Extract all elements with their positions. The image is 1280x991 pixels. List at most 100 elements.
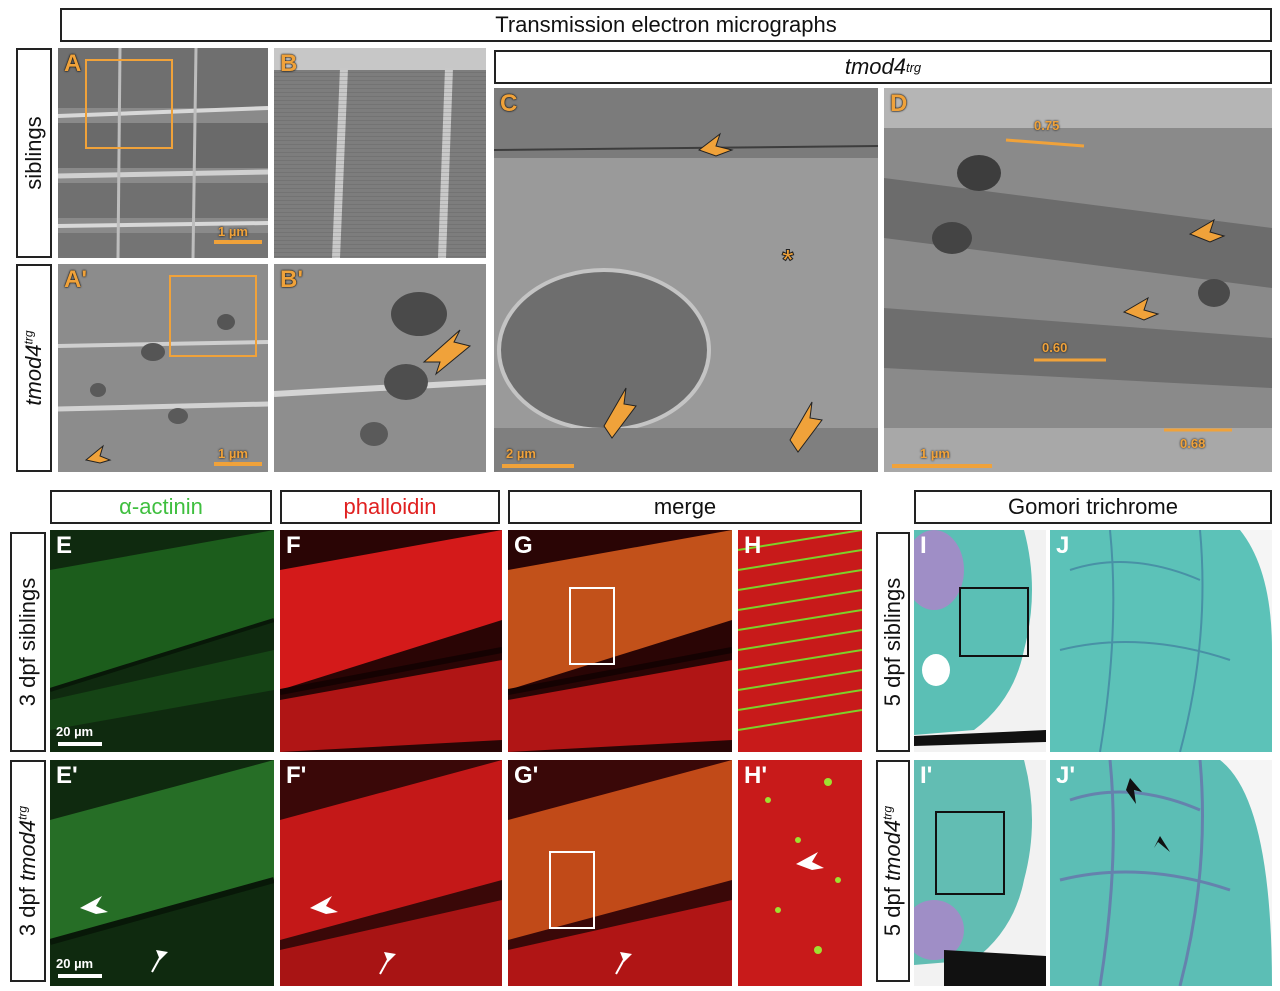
tem-image-B <box>274 48 486 258</box>
scale-bar-C <box>502 464 574 468</box>
panel-label-I: I <box>920 532 927 559</box>
tem-image-B2 <box>274 264 486 472</box>
row-label-3dpf-prefix: 3 dpf <box>15 887 40 937</box>
panel-label-D: D <box>890 90 908 117</box>
row-label-tmod4-sup: trg <box>21 330 36 345</box>
panel-J2: J' <box>1050 760 1272 986</box>
panel-H: H <box>738 530 862 752</box>
panel-label-F: F <box>286 532 301 559</box>
panel-label-H2: H' <box>744 762 768 789</box>
panel-I: I <box>914 530 1046 752</box>
panel-label-G: G <box>514 532 533 559</box>
row-label-5dpf-siblings-text: 5 dpf siblings <box>880 577 905 707</box>
gomori-header-text: Gomori trichrome <box>1008 494 1178 519</box>
fluor-image-H <box>738 530 862 752</box>
row-label-tmod4: tmod4trg <box>16 264 52 472</box>
panel-F2: F' <box>280 760 502 986</box>
panel-B: B <box>274 48 486 258</box>
panel-A: A 1 µm <box>58 48 268 258</box>
panel-label-A: A <box>64 50 82 77</box>
panel-B2: B' <box>274 264 486 472</box>
tem-header-text: Transmission electron micrographs <box>495 12 837 37</box>
fluor-image-F2 <box>280 760 502 986</box>
tmod4-tem-header-text: tmod4 <box>844 54 906 79</box>
row-label-5dpf-siblings: 5 dpf siblings <box>876 532 910 752</box>
actinin-header: α-actinin <box>50 490 272 524</box>
phalloidin-header-text: phalloidin <box>343 494 437 519</box>
histology-image-J2 <box>1050 760 1272 986</box>
panel-label-E2: E' <box>56 762 78 789</box>
row-label-5dpf-tmod4: 5 dpf tmod4trg <box>876 760 910 982</box>
scale-text-E2: 20 µm <box>56 956 94 971</box>
panel-I2: I' <box>914 760 1046 986</box>
panel-label-A2: A' <box>64 266 88 293</box>
row-label-3dpf-siblings: 3 dpf siblings <box>10 532 46 752</box>
scale-bar-A <box>214 240 262 244</box>
panel-C: * C 2 µm <box>494 88 878 472</box>
scale-text-A2: 1 µm <box>218 446 248 461</box>
row-label-5dpf-sup: trg <box>880 805 895 820</box>
panel-label-B2: B' <box>280 266 304 293</box>
panel-label-J2: J' <box>1056 762 1076 789</box>
merge-header: merge <box>508 490 862 524</box>
panel-label-J: J <box>1056 532 1070 559</box>
panel-label-F2: F' <box>286 762 307 789</box>
panel-G2: G' <box>508 760 732 986</box>
scale-text-E: 20 µm <box>56 724 94 739</box>
panel-H2: H' <box>738 760 862 986</box>
row-label-5dpf-prefix: 5 dpf <box>880 887 905 937</box>
panel-F: F <box>280 530 502 752</box>
panel-label-H: H <box>744 532 762 559</box>
measurement-068: 0.68 <box>1180 436 1206 451</box>
fluor-image-F <box>280 530 502 752</box>
measurement-060: 0.60 <box>1042 340 1068 355</box>
measurement-075: 0.75 <box>1034 118 1060 133</box>
row-label-siblings: siblings <box>16 48 52 258</box>
panel-E: E 20 µm <box>50 530 274 752</box>
panel-label-G2: G' <box>514 762 539 789</box>
panel-label-I2: I' <box>920 762 933 789</box>
tem-image-D <box>884 88 1272 472</box>
svg-text:*: * <box>782 244 794 277</box>
fluor-image-G2 <box>508 760 732 986</box>
scale-bar-A2 <box>214 462 262 466</box>
panel-A2: A' 1 µm <box>58 264 268 472</box>
histology-image-I2 <box>914 760 1046 986</box>
panel-label-C: C <box>500 90 518 117</box>
panel-label-E: E <box>56 532 73 559</box>
scale-text-A: 1 µm <box>218 224 248 239</box>
merge-header-text: merge <box>653 494 717 519</box>
histology-image-J <box>1050 530 1272 752</box>
panel-G: G <box>508 530 732 752</box>
fluor-image-E <box>50 530 274 752</box>
row-label-siblings-text: siblings <box>21 116 46 190</box>
panel-J: J <box>1050 530 1272 752</box>
scale-bar-E <box>58 742 102 746</box>
fluor-image-H2 <box>738 760 862 986</box>
row-label-3dpf-sup: trg <box>15 805 30 820</box>
panel-label-B: B <box>280 50 298 77</box>
phalloidin-header: phalloidin <box>280 490 500 524</box>
gomori-header: Gomori trichrome <box>914 490 1272 524</box>
panel-D: D 0.75 0.60 0.68 1 µm <box>884 88 1272 472</box>
scale-bar-E2 <box>58 974 102 978</box>
histology-image-I <box>914 530 1046 752</box>
tem-image-A2 <box>58 264 268 472</box>
row-label-3dpf-tmod4-italic: tmod4 <box>15 819 40 882</box>
scale-bar-D <box>892 464 992 468</box>
row-label-3dpf-tmod4-text: 3 dpf tmod4trg <box>15 806 41 936</box>
row-label-3dpf-tmod4: 3 dpf tmod4trg <box>10 760 46 982</box>
tem-image-C: * <box>494 88 878 472</box>
fluor-image-G <box>508 530 732 752</box>
row-label-3dpf-siblings-text: 3 dpf siblings <box>15 577 40 707</box>
row-label-5dpf-tmod4-italic: tmod4 <box>880 819 905 882</box>
tmod4-tem-header-sup: trg <box>905 59 922 75</box>
row-label-tmod4-text: tmod4trg <box>21 330 47 405</box>
tem-header: Transmission electron micrographs <box>60 8 1272 42</box>
panel-E2: E' 20 µm <box>50 760 274 986</box>
row-label-tmod4-italic: tmod4 <box>21 344 46 406</box>
fluor-image-E2 <box>50 760 274 986</box>
actinin-header-text: α-actinin <box>119 494 203 519</box>
row-label-5dpf-tmod4-text: 5 dpf tmod4trg <box>880 806 906 936</box>
scale-text-C: 2 µm <box>506 446 536 461</box>
